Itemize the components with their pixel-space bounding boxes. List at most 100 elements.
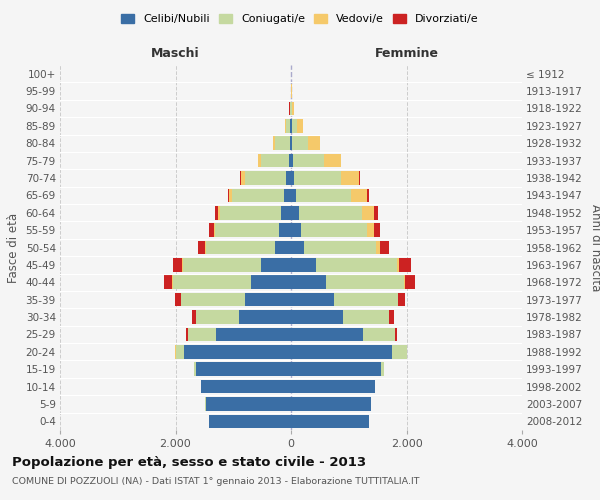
Bar — [343, 310, 389, 324]
Bar — [316, 258, 397, 272]
Bar — [291, 136, 292, 150]
Bar — [351, 188, 367, 202]
Bar — [301, 224, 367, 237]
Bar — [218, 206, 220, 220]
Bar — [183, 258, 261, 272]
Bar — [202, 380, 291, 394]
Bar — [232, 188, 284, 202]
Bar — [362, 206, 374, 220]
Bar — [184, 345, 291, 358]
Bar — [289, 154, 291, 168]
Bar — [404, 276, 405, 289]
Bar — [363, 328, 395, 341]
Bar — [291, 258, 316, 272]
Legend: Celibi/Nubili, Coniugati/e, Vedovi/e, Divorziati/e: Celibi/Nubili, Coniugati/e, Vedovi/e, Di… — [118, 10, 482, 28]
Bar — [286, 171, 291, 185]
Bar — [292, 119, 298, 132]
Bar — [209, 224, 214, 237]
Bar — [326, 276, 404, 289]
Bar — [291, 224, 301, 237]
Bar — [241, 171, 245, 185]
Y-axis label: Anni di nascita: Anni di nascita — [589, 204, 600, 291]
Bar — [196, 310, 239, 324]
Bar — [176, 345, 184, 358]
Bar — [229, 188, 232, 202]
Bar — [261, 154, 289, 168]
Bar — [295, 171, 341, 185]
Bar — [214, 224, 215, 237]
Bar — [291, 206, 299, 220]
Bar — [380, 362, 384, 376]
Bar — [228, 188, 229, 202]
Bar — [205, 240, 206, 254]
Bar — [367, 188, 369, 202]
Bar — [293, 154, 325, 168]
Bar — [389, 310, 394, 324]
Bar — [291, 328, 363, 341]
Bar — [291, 154, 293, 168]
Bar — [215, 224, 279, 237]
Bar — [291, 188, 296, 202]
Bar — [376, 240, 380, 254]
Bar — [275, 136, 290, 150]
Bar — [279, 224, 291, 237]
Bar — [181, 293, 245, 306]
Bar — [273, 136, 275, 150]
Bar — [215, 206, 218, 220]
Text: Popolazione per età, sesso e stato civile - 2013: Popolazione per età, sesso e stato civil… — [12, 456, 366, 469]
Bar — [209, 414, 291, 428]
Bar — [291, 171, 295, 185]
Bar — [367, 224, 374, 237]
Bar — [296, 188, 351, 202]
Bar — [261, 258, 291, 272]
Bar — [291, 102, 292, 115]
Bar — [164, 276, 172, 289]
Bar — [291, 362, 380, 376]
Bar — [173, 258, 182, 272]
Bar — [395, 328, 397, 341]
Bar — [291, 414, 369, 428]
Bar — [341, 171, 359, 185]
Bar — [291, 293, 334, 306]
Bar — [175, 293, 181, 306]
Bar — [206, 397, 291, 410]
Y-axis label: Fasce di età: Fasce di età — [7, 212, 20, 282]
Bar — [291, 380, 375, 394]
Bar — [392, 345, 407, 358]
Bar — [251, 276, 291, 289]
Bar — [286, 119, 290, 132]
Bar — [173, 276, 251, 289]
Bar — [298, 119, 303, 132]
Bar — [304, 240, 376, 254]
Bar — [291, 310, 343, 324]
Bar — [239, 310, 291, 324]
Bar — [245, 293, 291, 306]
Bar — [292, 102, 293, 115]
Bar — [281, 206, 291, 220]
Bar — [291, 276, 326, 289]
Bar — [334, 293, 398, 306]
Bar — [380, 240, 389, 254]
Bar — [398, 293, 406, 306]
Bar — [397, 258, 399, 272]
Bar — [405, 276, 415, 289]
Bar — [374, 224, 380, 237]
Bar — [192, 310, 196, 324]
Bar — [291, 345, 392, 358]
Text: Maschi: Maschi — [151, 47, 200, 60]
Bar — [291, 240, 304, 254]
Bar — [194, 362, 196, 376]
Bar — [187, 328, 188, 341]
Bar — [196, 362, 291, 376]
Bar — [206, 240, 275, 254]
Bar — [284, 119, 286, 132]
Bar — [308, 136, 320, 150]
Text: COMUNE DI POZZUOLI (NA) - Dati ISTAT 1° gennaio 2013 - Elaborazione TUTTITALIA.I: COMUNE DI POZZUOLI (NA) - Dati ISTAT 1° … — [12, 477, 419, 486]
Text: Femmine: Femmine — [374, 47, 439, 60]
Bar — [198, 240, 205, 254]
Bar — [374, 206, 377, 220]
Bar — [290, 102, 291, 115]
Bar — [292, 136, 308, 150]
Bar — [284, 188, 291, 202]
Bar — [258, 154, 261, 168]
